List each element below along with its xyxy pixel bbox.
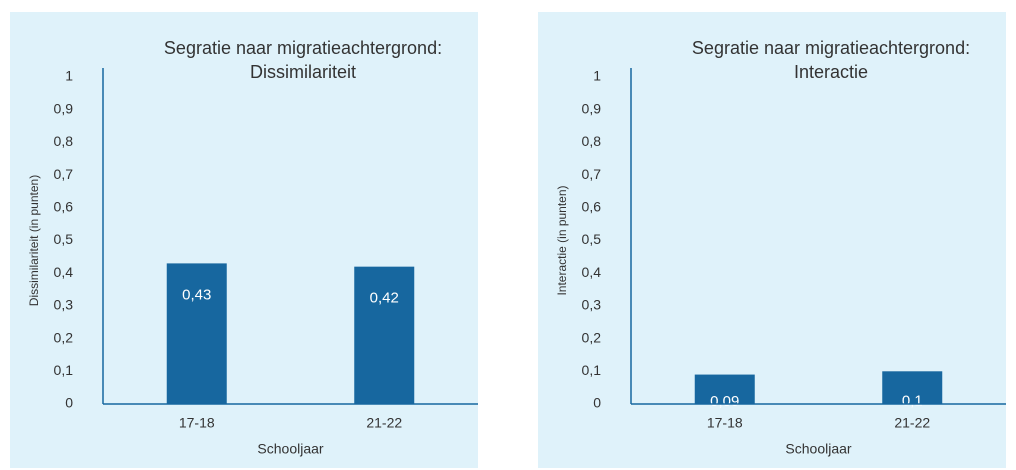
bar	[882, 371, 943, 404]
bar	[354, 266, 415, 404]
data-label: 0,1	[902, 392, 923, 409]
x-tick-label: 21-22	[894, 415, 930, 431]
y-axis-label: Interactie (in punten)	[555, 185, 569, 295]
y-tick-label: 0,5	[54, 231, 74, 247]
chart: Segratie naar migratieachtergrond: Dissim…	[10, 12, 478, 468]
chart-title: Interactie	[794, 62, 868, 82]
x-axis-label: Schooljaar	[785, 441, 851, 457]
y-tick-label: 0,8	[582, 133, 602, 149]
y-tick-label: 0,5	[582, 231, 602, 247]
x-tick-label: 17-18	[707, 415, 743, 431]
chart-title: Segratie naar migratieachtergrond:	[692, 38, 970, 58]
chart: Segratie naar migratieachtergrond: Intera…	[538, 12, 1006, 468]
y-tick-label: 0,3	[54, 297, 74, 313]
y-tick-label: 0,7	[54, 166, 74, 182]
data-label: 0,42	[370, 290, 399, 307]
x-axis-label: Schooljaar	[257, 441, 323, 457]
chart-title: Dissimilariteit	[250, 62, 356, 82]
y-tick-label: 0,2	[582, 329, 602, 345]
y-tick-label: 0,3	[582, 297, 602, 313]
y-tick-label: 1	[593, 68, 601, 84]
y-tick-label: 0,1	[582, 362, 602, 378]
y-tick-label: 0,8	[54, 133, 74, 149]
y-tick-label: 0,1	[54, 362, 74, 378]
bar	[694, 374, 755, 404]
y-tick-label: 0,9	[54, 100, 74, 116]
y-tick-label: 0,6	[582, 199, 602, 215]
y-tick-label: 1	[65, 68, 73, 84]
y-tick-label: 0,6	[54, 199, 74, 215]
y-tick-label: 0,2	[54, 329, 74, 345]
y-tick-label: 0,4	[582, 264, 602, 280]
data-label: 0,09	[710, 393, 739, 410]
x-tick-label: 17-18	[179, 415, 215, 431]
y-tick-label: 0	[593, 395, 601, 411]
y-axis-label: Dissimilariteit (in punten)	[27, 175, 41, 306]
y-tick-label: 0,7	[582, 166, 602, 182]
y-tick-label: 0,9	[582, 100, 602, 116]
y-tick-label: 0,4	[54, 264, 74, 280]
y-tick-label: 0	[65, 395, 73, 411]
data-label: 0,43	[182, 286, 211, 303]
chart-title: Segratie naar migratieachtergrond:	[164, 38, 442, 58]
bar	[166, 263, 227, 404]
x-tick-label: 21-22	[366, 415, 402, 431]
